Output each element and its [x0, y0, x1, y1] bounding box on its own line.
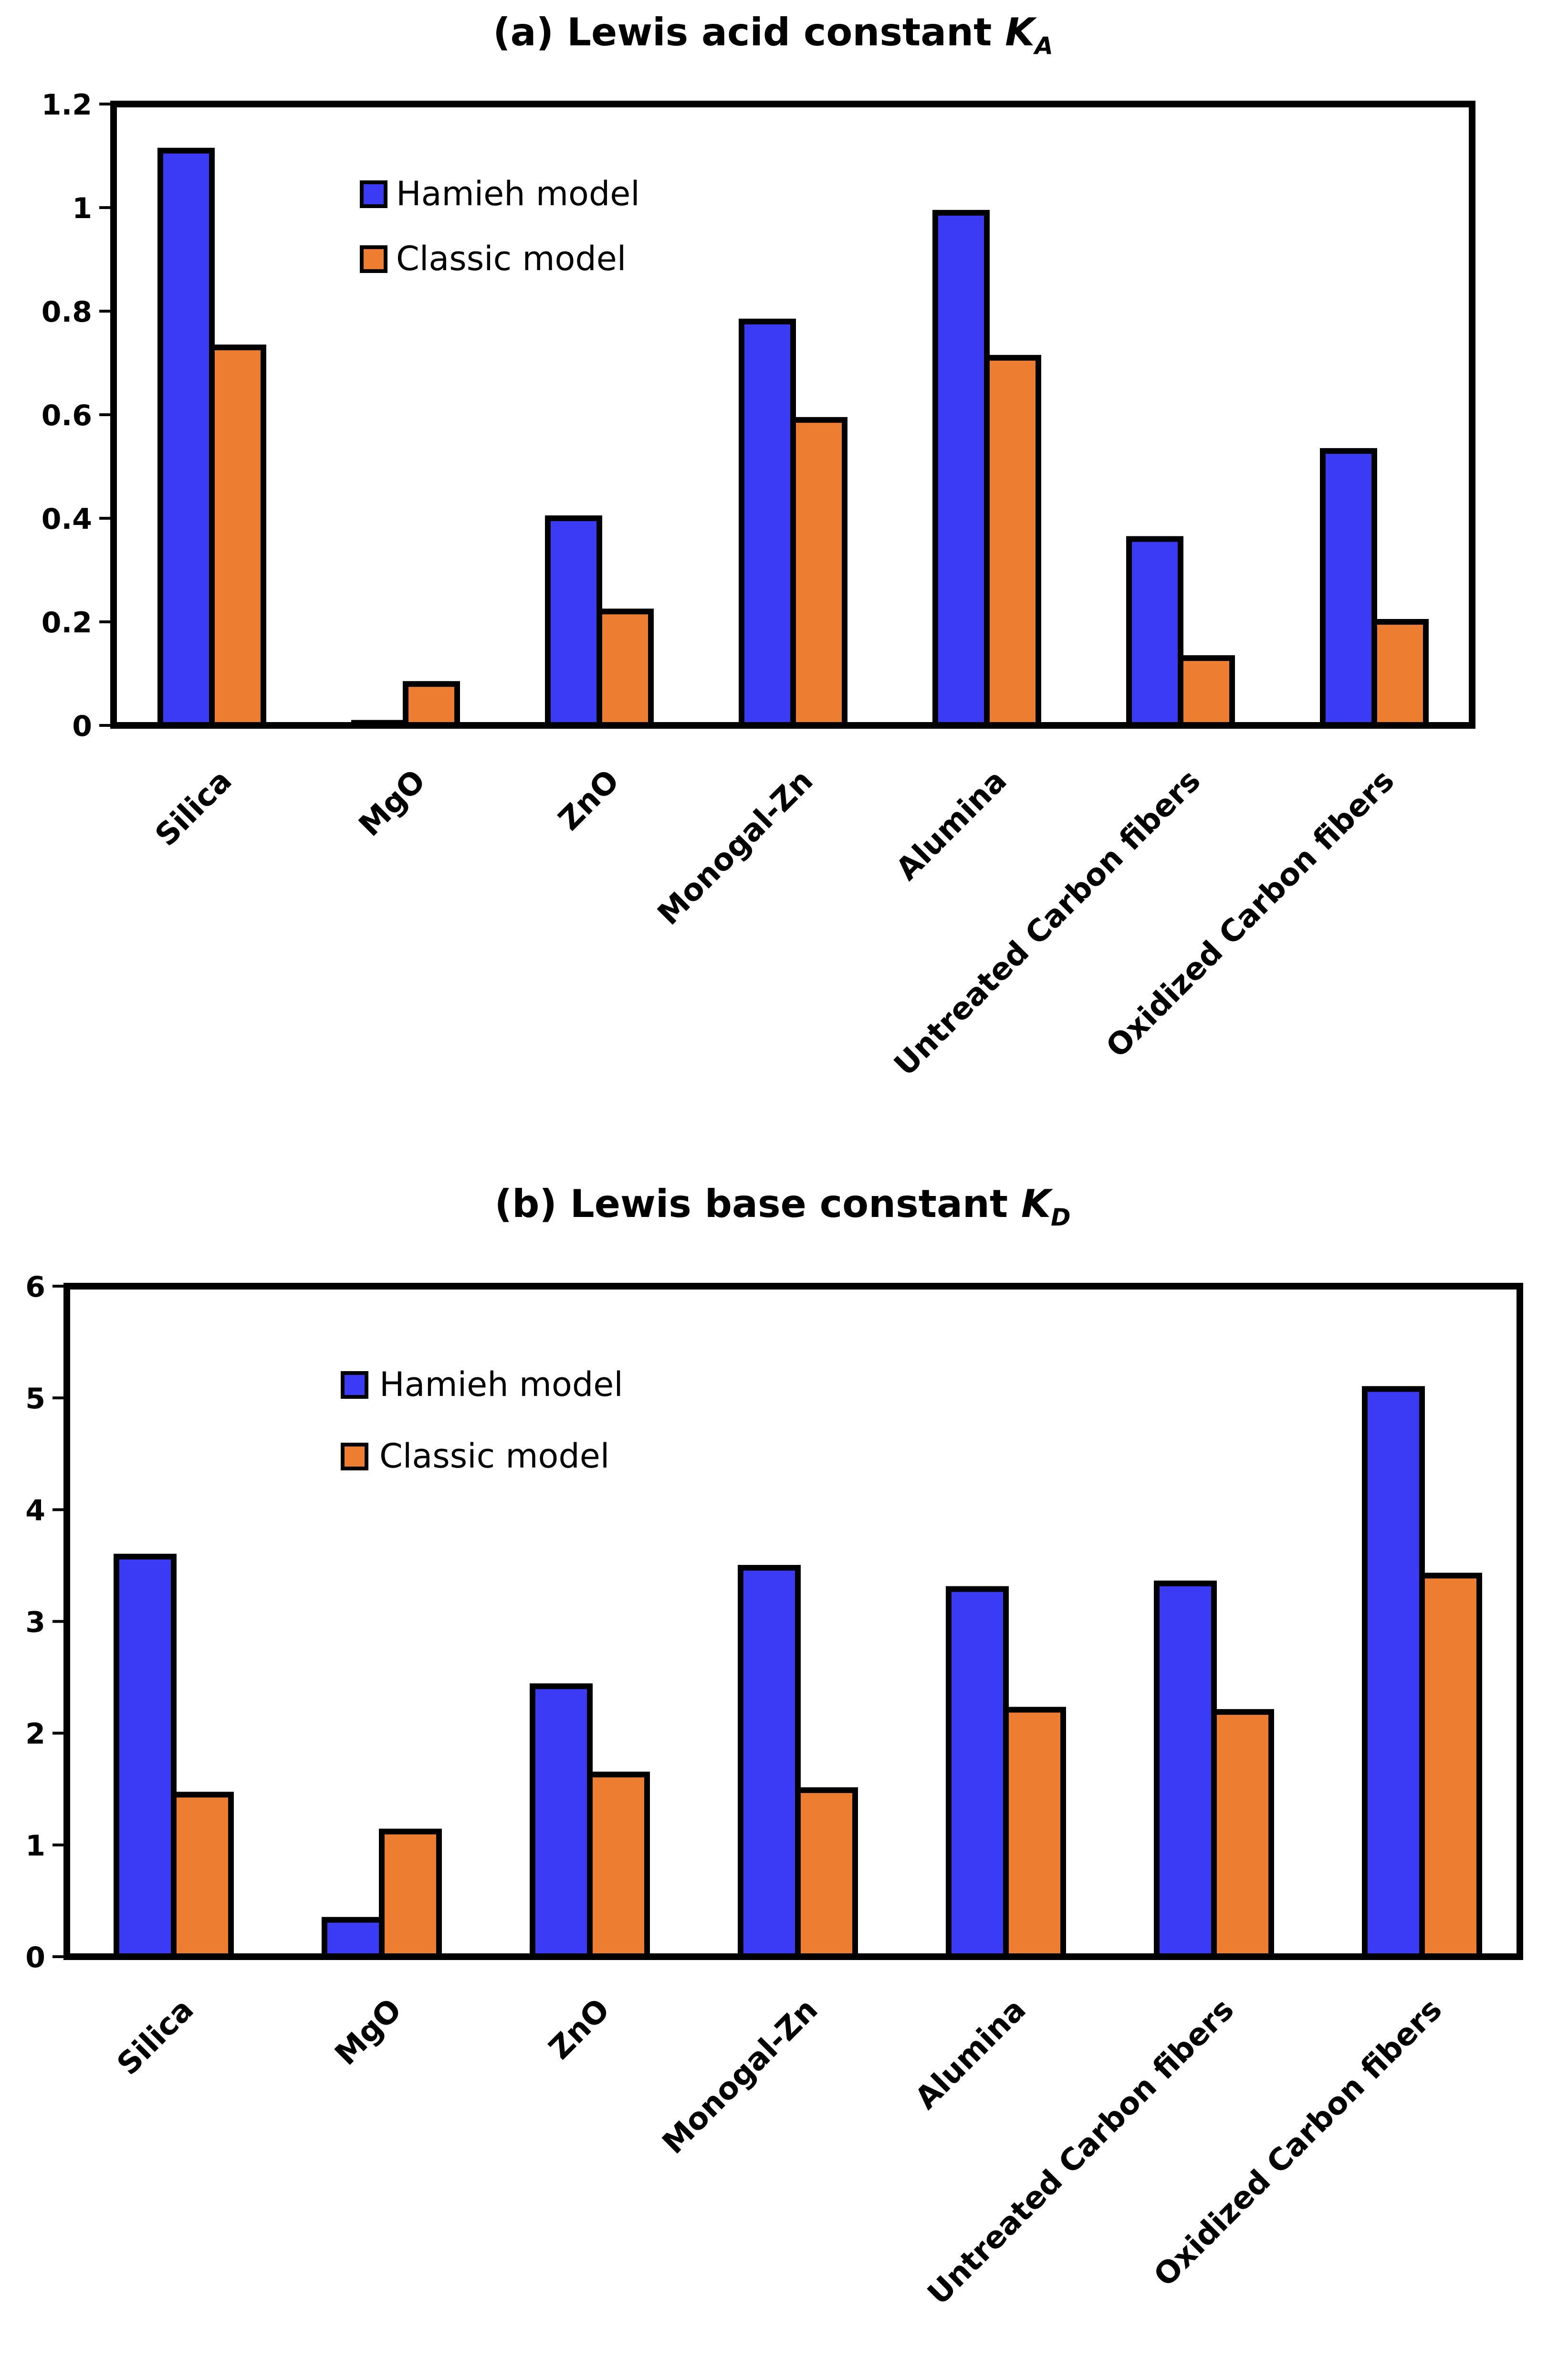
- y-tick-label: 3: [25, 1606, 45, 1639]
- chart-b-plot-frame: [63, 1283, 1523, 1960]
- legend-swatch-classic: [341, 1443, 368, 1470]
- legend-label-hamieh: Hamieh model: [396, 174, 640, 213]
- legend-label-classic: Classic model: [379, 1436, 609, 1476]
- bar-hamieh-oxidized-carbon-fibers: [1362, 1386, 1425, 1960]
- bar-classic-zno: [596, 608, 654, 729]
- legend-swatch-hamieh: [360, 180, 387, 208]
- bar-hamieh-monogal-zn: [739, 318, 796, 728]
- chart-b-lewis-base: (b) Lewis base constant KD 0 1 2 3 4 5 6 Silic…: [25, 1182, 1523, 2312]
- y-tick-label: 0.2: [42, 606, 92, 640]
- category-label: Monogal-Zn: [651, 763, 820, 932]
- chart-a-legend: Hamieh model Classic model: [360, 174, 640, 278]
- bar-classic-mgo: [379, 1828, 442, 1960]
- bar-hamieh-zno: [545, 515, 602, 728]
- bar-classic-oxidized-carbon-fibers: [1371, 619, 1429, 728]
- y-tick-label: 5: [25, 1382, 45, 1415]
- bar-classic-alumina: [984, 355, 1041, 728]
- chart-a-lewis-acid: (a) Lewis acid constant KA 0 0.2 0.4 0.6 0.8…: [42, 10, 1475, 1083]
- chart-a-title: (a) Lewis acid constant KA: [493, 10, 1053, 60]
- bar-hamieh-zno: [530, 1683, 593, 1960]
- legend-swatch-hamieh: [341, 1371, 368, 1399]
- bar-hamieh-untreated-carbon-fibers: [1126, 536, 1183, 729]
- bar-classic-monogal-zn: [790, 417, 847, 728]
- chart-b-title: (b) Lewis base constant KD: [495, 1182, 1071, 1231]
- category-label: Alumina: [909, 1992, 1033, 2117]
- legend-swatch-classic: [360, 245, 387, 273]
- chart-b-legend: Hamieh model Classic model: [341, 1365, 623, 1476]
- y-tick-label: 0.6: [42, 399, 92, 432]
- category-label: Monogal-Zn: [656, 1992, 825, 2161]
- bar-classic-untreated-carbon-fibers: [1211, 1709, 1274, 1960]
- category-label: ZnO: [542, 1992, 617, 2066]
- bar-hamieh-silica: [114, 1553, 177, 1960]
- bar-hamieh-alumina: [946, 1586, 1009, 1960]
- bar-classic-zno: [587, 1772, 650, 1960]
- bar-classic-mgo: [403, 681, 460, 728]
- y-tick-label: 4: [25, 1494, 45, 1527]
- legend-label-hamieh: Hamieh model: [379, 1365, 623, 1404]
- chart-a-plot-frame: [110, 101, 1475, 729]
- bar-classic-silica: [171, 1792, 234, 1960]
- legend-label-classic: Classic model: [396, 239, 626, 278]
- y-tick-label: 0: [72, 710, 92, 743]
- y-tick-label: 0.4: [42, 503, 92, 536]
- category-label: MgO: [328, 1992, 408, 2072]
- category-label: Silica: [148, 763, 239, 853]
- y-tick-label: 0: [25, 1941, 45, 1974]
- bar-classic-silica: [209, 344, 266, 728]
- category-label: Silica: [110, 1992, 200, 2082]
- y-tick-label: 6: [25, 1270, 45, 1304]
- bar-hamieh-oxidized-carbon-fibers: [1320, 448, 1377, 728]
- category-label: ZnO: [552, 763, 626, 838]
- bar-hamieh-untreated-carbon-fibers: [1154, 1580, 1217, 1960]
- bar-classic-monogal-zn: [795, 1787, 858, 1960]
- bar-classic-alumina: [1003, 1707, 1066, 1960]
- y-tick-label: 1.2: [42, 88, 92, 122]
- category-label: Untreated Carbon fibers: [888, 763, 1207, 1083]
- y-tick-label: 0.8: [42, 295, 92, 329]
- bar-classic-oxidized-carbon-fibers: [1419, 1573, 1482, 1960]
- bar-hamieh-monogal-zn: [738, 1565, 801, 1960]
- y-tick-label: 1: [25, 1829, 45, 1863]
- bar-hamieh-mgo: [322, 1917, 385, 1960]
- bar-hamieh-alumina: [932, 210, 990, 729]
- y-tick-label: 2: [25, 1718, 45, 1751]
- bar-classic-untreated-carbon-fibers: [1178, 655, 1235, 728]
- bar-hamieh-silica: [157, 147, 215, 728]
- category-label: MgO: [352, 763, 432, 843]
- y-tick-label: 1: [72, 192, 92, 225]
- category-label: Alumina: [889, 763, 1014, 888]
